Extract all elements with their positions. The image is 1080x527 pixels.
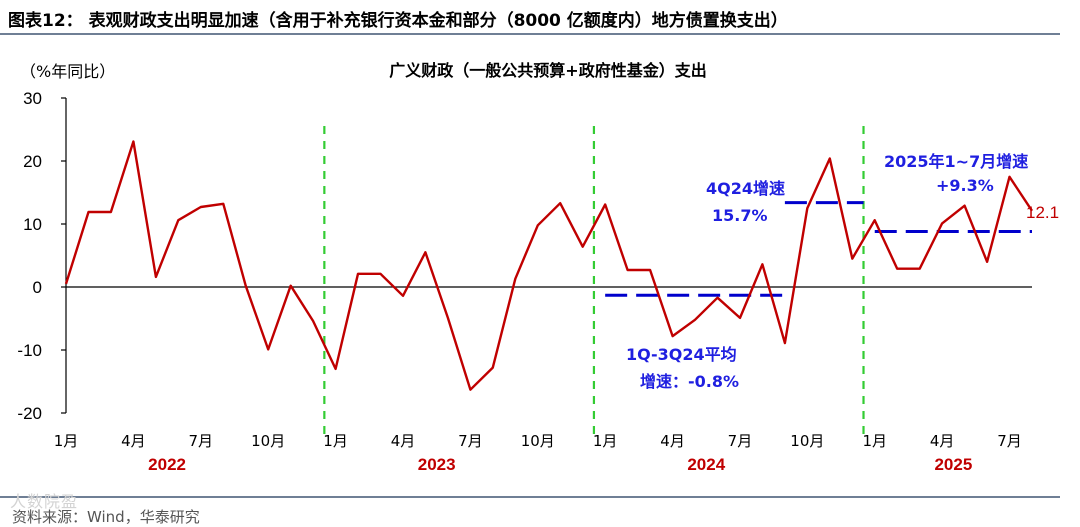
x-tick-label: 10月 — [251, 432, 285, 450]
series-path — [64, 140, 1034, 391]
annotation-4q24-line1: 4Q24增速 — [706, 179, 785, 198]
annotation-2025-line2: +9.3% — [936, 176, 994, 195]
year-label: 2024 — [687, 455, 725, 474]
y-tick-label: -10 — [17, 341, 42, 360]
bottom-rule — [0, 496, 1060, 498]
annotation-4q24: 4Q24增速 15.7% — [706, 179, 785, 225]
figure-title: 图表12： 表观财政支出明显加速（含用于补充银行资本金和部分（8000 亿额度内… — [8, 11, 788, 31]
watermark: 人数院盈 — [10, 492, 79, 511]
axes — [61, 97, 1032, 414]
x-tick-label: 1月 — [593, 432, 618, 450]
y-tick-label: -20 — [17, 404, 42, 423]
annotation-avg-2024: 1Q-3Q24平均 增速：-0.8% — [626, 345, 739, 391]
x-tick-label: 1月 — [54, 432, 79, 450]
x-tick-label: 4月 — [930, 432, 955, 450]
x-tick-label: 7月 — [728, 432, 753, 450]
annotation-4q24-line2: 15.7% — [712, 206, 768, 225]
x-tick-label: 1月 — [323, 432, 348, 450]
x-tick-label: 1月 — [862, 432, 887, 450]
series-line — [64, 140, 1034, 391]
annotation-avg-2024-line1: 1Q-3Q24平均 — [626, 345, 737, 364]
year-label: 2023 — [418, 455, 456, 474]
y-axis-unit: （%年同比） — [20, 62, 115, 81]
annotation-2025: 2025年1~7月增速 +9.3% — [884, 152, 1028, 195]
annotation-avg-2024-line2: 增速：-0.8% — [640, 372, 739, 391]
x-tick-label: 7月 — [189, 432, 214, 450]
line-chart: （%年同比） 广义财政（一般公共预算+政府性基金）支出 1月 4月 7月 10月 1月 4… — [17, 61, 1059, 474]
period-separators — [323, 126, 865, 440]
x-tick-label: 4月 — [660, 432, 685, 450]
y-tick-label: 30 — [23, 89, 42, 108]
annotation-2025-line1: 2025年1~7月增速 — [884, 152, 1028, 171]
y-axis-labels: 30 20 10 0 -10 -20 — [17, 89, 42, 423]
top-rule — [0, 33, 1060, 35]
x-tick-label: 7月 — [458, 432, 483, 450]
y-tick-label: 0 — [33, 278, 42, 297]
last-value-label: 12.1 — [1026, 203, 1059, 222]
year-label: 2025 — [934, 455, 972, 474]
x-tick-label: 4月 — [391, 432, 416, 450]
y-tick-label: 10 — [23, 215, 42, 234]
x-tick-label: 10月 — [790, 432, 824, 450]
x-tick-label: 4月 — [121, 432, 146, 450]
source-note: 资料来源：Wind，华泰研究 — [12, 508, 200, 526]
x-tick-label: 10月 — [521, 432, 555, 450]
y-tick-label: 20 — [23, 152, 42, 171]
x-tick-label: 7月 — [997, 432, 1022, 450]
year-label: 2022 — [148, 455, 186, 474]
average-lines — [605, 201, 1032, 297]
chart-title: 广义财政（一般公共预算+政府性基金）支出 — [389, 61, 706, 80]
